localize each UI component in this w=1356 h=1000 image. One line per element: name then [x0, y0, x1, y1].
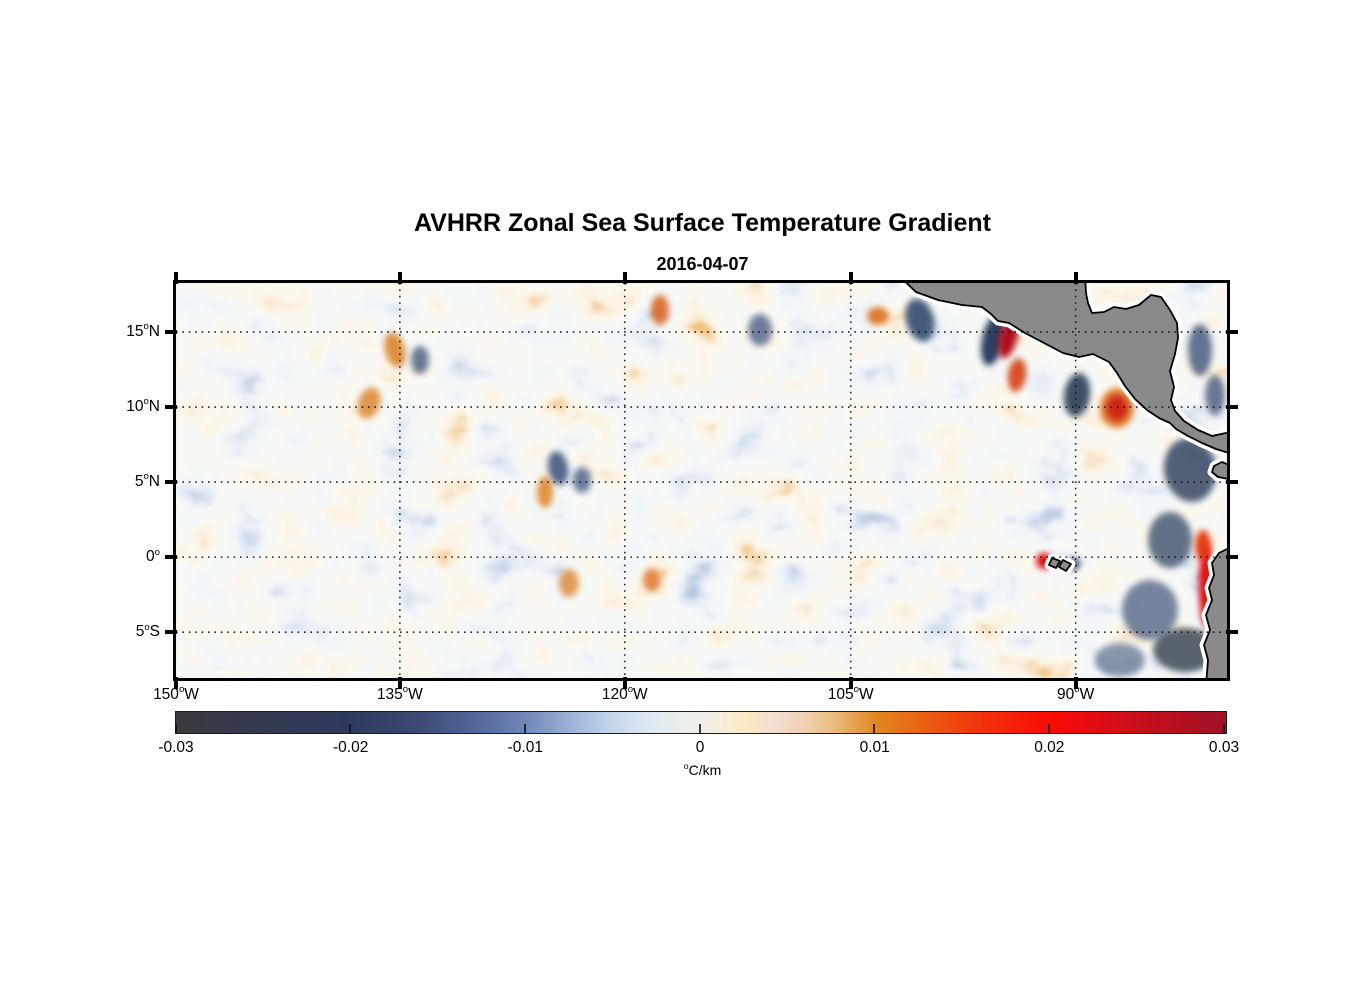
field-feature-blob	[1122, 580, 1178, 640]
field-feature-blob	[651, 295, 669, 325]
colorbar-tick-label: 0.02	[1034, 739, 1065, 756]
y-axis-tick-right	[1226, 405, 1238, 410]
y-axis-tick-right	[1226, 480, 1238, 485]
x-axis-tick-label: 135oW	[376, 684, 423, 703]
map-axes	[173, 280, 1230, 681]
field-feature-blob	[980, 314, 1006, 366]
colorbar-tick-label: 0	[695, 739, 705, 756]
field-feature-blob	[1106, 395, 1128, 421]
y-axis-tick-right	[1226, 329, 1238, 334]
map-field	[176, 283, 1227, 678]
x-axis-tick-label: 150oW	[153, 684, 199, 703]
x-axis-tick	[174, 677, 178, 689]
y-axis-tick	[165, 480, 177, 485]
field-feature-blob	[547, 451, 569, 485]
colorbar-tick-label: -0.03	[158, 739, 194, 756]
y-axis-tick-label: 5oS	[135, 621, 160, 641]
field-feature-blob	[1148, 512, 1192, 568]
field-feature-blob	[537, 476, 553, 508]
colorbar-tick-label: -0.01	[507, 739, 543, 756]
y-axis-tick-label: 5oN	[134, 471, 160, 491]
x-axis-tick-top	[174, 272, 178, 284]
x-axis-tick-top	[622, 272, 627, 284]
field-feature-blob	[867, 307, 889, 325]
colorbar-tick-label: 0.01	[859, 739, 890, 756]
x-axis-tick-label: 105oW	[827, 684, 874, 703]
colorbar-tick	[174, 724, 177, 733]
figure-date-subtitle: 2016-04-07	[656, 254, 749, 274]
field-feature-blob	[1195, 530, 1211, 560]
y-axis-tick-right	[1226, 555, 1238, 560]
field-feature-blob	[1205, 375, 1225, 415]
y-axis-tick	[165, 329, 177, 334]
colorbar-tick	[1222, 724, 1225, 733]
colorbar-tick-label: -0.02	[333, 739, 369, 756]
figure-title: AVHRR Zonal Sea Surface Temperature Grad…	[413, 209, 991, 237]
x-axis-tick-top	[1073, 272, 1078, 284]
field-feature-blob	[1007, 358, 1027, 392]
y-axis-tick-label: 10oN	[126, 396, 160, 416]
field-feature-blob	[357, 387, 381, 419]
x-axis-tick	[622, 677, 627, 689]
galapagos-east-islet	[1058, 559, 1072, 572]
y-axis-tick	[165, 630, 177, 635]
colorbar-tick-label: 0.03	[1208, 739, 1240, 756]
y-axis-tick	[165, 555, 177, 560]
x-axis-tick-top	[397, 272, 402, 284]
field-feature-blob	[1063, 373, 1091, 417]
colorbar	[174, 711, 1227, 734]
x-axis-tick-label: 90oW	[1057, 684, 1095, 703]
colorbar-tick	[349, 724, 352, 733]
colorbar-tick	[698, 724, 701, 733]
x-axis-tick	[397, 677, 402, 689]
colorbar-tick	[873, 724, 876, 733]
colombia-panama	[1211, 461, 1227, 480]
y-axis-tick-label: 0o	[146, 546, 160, 566]
field-feature-blob	[1153, 628, 1217, 672]
field-feature-blob	[643, 568, 661, 592]
field-feature-blob	[1095, 643, 1145, 677]
x-axis-tick	[848, 677, 853, 689]
field-feature-blob	[559, 569, 579, 597]
colorbar-tick	[523, 724, 526, 733]
field-feature-blob	[748, 314, 772, 346]
field-feature-blob	[1163, 438, 1217, 502]
south-america	[1203, 547, 1227, 678]
x-axis-tick	[1073, 677, 1078, 689]
colorbar-tick	[1047, 724, 1050, 733]
field-feature-blob	[905, 298, 935, 342]
field-feature-blob	[411, 346, 429, 374]
galapagos-west-islet	[1048, 557, 1061, 569]
y-axis-tick-label: 15oN	[126, 321, 160, 340]
colorbar-unit-label: oC/km	[683, 760, 722, 778]
colorbar-gradient	[175, 712, 1226, 733]
field-feature-blob	[573, 467, 591, 493]
x-axis-tick-top	[848, 272, 853, 284]
y-axis-tick-right	[1226, 630, 1238, 635]
field-feature-blob	[1188, 324, 1212, 376]
y-axis-tick	[165, 405, 177, 410]
x-axis-tick-label: 120oW	[601, 684, 648, 703]
